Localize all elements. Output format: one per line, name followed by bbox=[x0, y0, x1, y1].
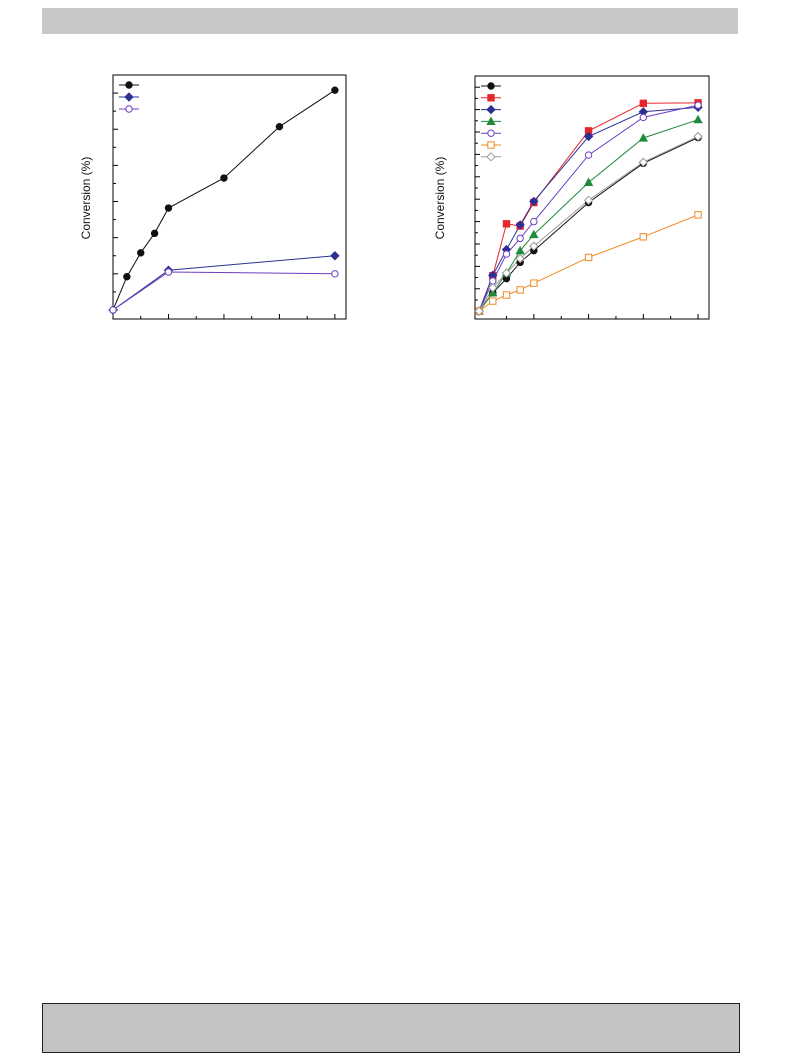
series-3-point bbox=[109, 306, 117, 314]
series-7-point bbox=[693, 131, 703, 142]
top-header-band bbox=[42, 8, 738, 34]
series-7-point bbox=[501, 268, 512, 278]
conversion-chart-right bbox=[474, 75, 710, 320]
series-7-point bbox=[638, 157, 649, 167]
series-4-point bbox=[515, 245, 525, 255]
series-2-point bbox=[639, 99, 648, 108]
legend-marker-3 bbox=[486, 104, 496, 115]
legend-marker-2 bbox=[124, 92, 134, 102]
series-3-line bbox=[112, 271, 335, 311]
series-3-point bbox=[529, 196, 539, 207]
series-4-point bbox=[638, 133, 649, 142]
series-7-line bbox=[478, 136, 699, 312]
series-7-point bbox=[529, 241, 539, 251]
series-1-line bbox=[112, 89, 336, 311]
series-1-point bbox=[275, 122, 284, 131]
series-4-point bbox=[583, 177, 594, 186]
series-5-point bbox=[516, 234, 524, 243]
series-1-point bbox=[150, 229, 159, 238]
legend-marker-1 bbox=[487, 82, 495, 90]
legend-marker-6 bbox=[487, 141, 495, 149]
series-5-point bbox=[502, 250, 511, 258]
legend-marker-5 bbox=[487, 129, 495, 137]
series-7-point bbox=[488, 282, 498, 293]
series-6-point bbox=[502, 291, 511, 299]
legend-marker-7 bbox=[486, 152, 496, 162]
series-3-point bbox=[583, 131, 594, 142]
series-6-point bbox=[639, 233, 648, 241]
bottom-footer-band bbox=[42, 1003, 740, 1053]
series-5-point bbox=[530, 217, 538, 226]
series-1-point bbox=[220, 174, 228, 182]
series-3-point bbox=[164, 268, 173, 276]
series-4-point bbox=[529, 229, 539, 239]
series-7-point bbox=[583, 195, 594, 206]
series-4-point bbox=[693, 114, 703, 124]
plot-frame bbox=[474, 75, 710, 320]
series-6-line bbox=[478, 214, 699, 312]
series-4-point bbox=[488, 287, 498, 297]
series-6-point bbox=[516, 286, 524, 294]
series-2-line bbox=[478, 102, 699, 312]
right-y-axis-label: Conversion (%) bbox=[433, 157, 447, 240]
series-7-point bbox=[515, 253, 525, 264]
series-1-point bbox=[164, 204, 173, 212]
series-6-point bbox=[489, 297, 497, 305]
series-4-line bbox=[478, 119, 699, 312]
series-3-point bbox=[515, 220, 525, 230]
plot-frame bbox=[112, 74, 347, 320]
legend-marker-3 bbox=[125, 105, 133, 113]
legend-marker-2 bbox=[487, 94, 495, 102]
series-3-line bbox=[478, 106, 699, 312]
series-5-point bbox=[584, 151, 593, 159]
legend-marker-4 bbox=[486, 116, 496, 125]
series-1-point bbox=[137, 249, 145, 257]
series-3-point bbox=[331, 270, 339, 278]
series-6-point bbox=[530, 279, 538, 287]
conversion-chart-left bbox=[108, 74, 347, 320]
series-1-point bbox=[331, 86, 339, 94]
series-7-point bbox=[474, 306, 484, 316]
legend-marker-1 bbox=[125, 81, 133, 89]
series-5-point bbox=[694, 101, 702, 109]
series-2-point bbox=[330, 251, 340, 261]
series-1-point bbox=[123, 273, 131, 281]
left-y-axis-label: Conversion (%) bbox=[79, 157, 93, 240]
series-5-point bbox=[639, 113, 648, 122]
series-6-point bbox=[694, 211, 702, 219]
series-6-point bbox=[584, 253, 593, 262]
series-2-point bbox=[502, 220, 511, 228]
series-2-line bbox=[112, 255, 335, 311]
